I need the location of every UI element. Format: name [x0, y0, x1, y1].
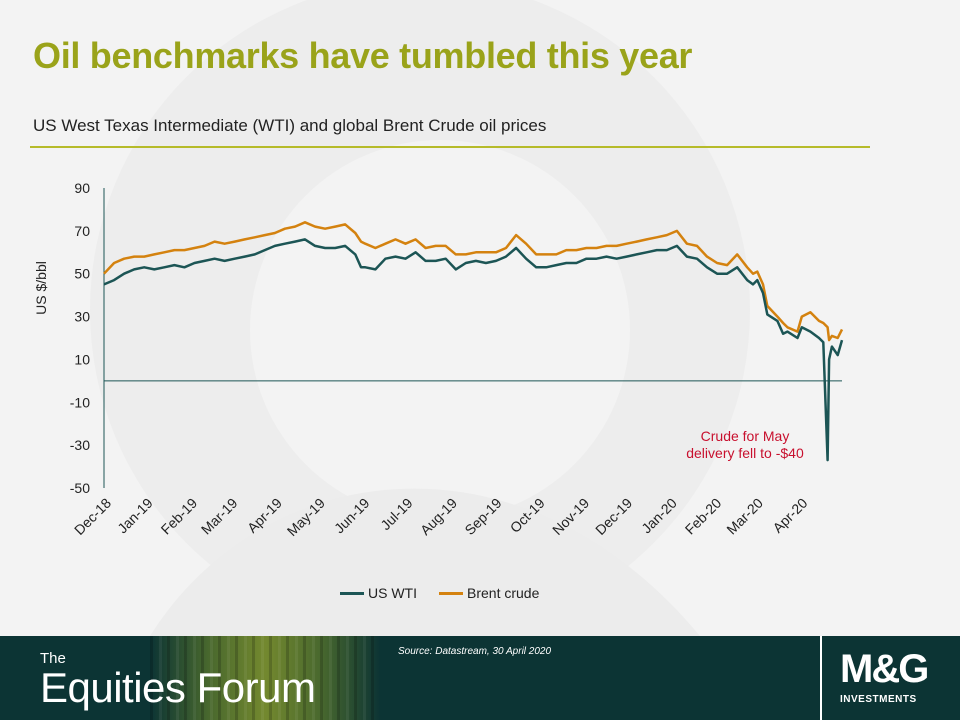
x-tick-label: Feb-20 — [682, 495, 725, 538]
legend-label-brent: Brent crude — [467, 585, 540, 601]
chart-subtitle: US West Texas Intermediate (WTI) and glo… — [33, 116, 547, 135]
series-line-wti — [103, 238, 844, 462]
x-tick-label: Oct-19 — [507, 495, 548, 536]
x-tick-label: Mar-19 — [198, 495, 241, 538]
x-tick-label: Jul-19 — [377, 495, 415, 533]
x-tick-label: Sep-19 — [461, 495, 504, 538]
y-tick-label: 70 — [74, 223, 90, 239]
x-tick-label: Apr-19 — [244, 495, 285, 536]
legend-item-wti: US WTI — [340, 585, 417, 601]
y-tick-label: -50 — [70, 480, 90, 496]
y-tick-label: -10 — [70, 394, 90, 410]
x-tick-label: Dec-19 — [592, 495, 635, 538]
company-logo-text: M&G — [840, 647, 929, 691]
x-tick-label: Mar-20 — [723, 495, 766, 538]
company-logo: M&G INVESTMENTS — [820, 636, 960, 720]
oil-price-chart: 90 70 50 30 10 -10 -30 -50 US $/bbl Dec-18 Jan-1… — [33, 180, 844, 539]
footer-banner: The Equities Forum Source: Datastream, 3… — [0, 636, 960, 720]
y-tick-label: 50 — [74, 266, 90, 282]
chart-legend: US WTI Brent crude — [340, 585, 561, 601]
series-layer — [103, 221, 844, 462]
brand-name: Equities Forum — [40, 664, 316, 711]
annotation-line-2: delivery fell to -$40 — [686, 445, 804, 461]
x-tick-label: Dec-18 — [71, 495, 114, 538]
background-watermark — [0, 0, 960, 636]
x-tick-label: Feb-19 — [158, 495, 201, 538]
legend-swatch-wti — [340, 591, 364, 595]
legend-item-brent: Brent crude — [439, 585, 539, 601]
footer-stripes-texture — [150, 636, 380, 720]
x-tick-label: Apr-20 — [769, 495, 810, 536]
y-tick-label: 90 — [74, 180, 90, 196]
y-axis-label: US $/bbl — [33, 261, 49, 315]
series-line-brent — [103, 221, 844, 342]
footer-stripes — [150, 636, 380, 720]
y-tick-label: -30 — [70, 437, 90, 453]
x-tick-label: Nov-19 — [549, 495, 592, 538]
x-tick-label: May-19 — [284, 495, 328, 539]
x-tick-label: Jan-19 — [114, 495, 156, 537]
y-tick-label: 10 — [74, 351, 90, 367]
x-tick-label: Jan-20 — [638, 495, 680, 537]
source-note: Source: Datastream, 30 April 2020 — [398, 646, 552, 657]
company-logo-subtext: INVESTMENTS — [840, 694, 917, 705]
annotation-line-1: Crude for May — [700, 428, 790, 444]
x-tick-label: Aug-19 — [417, 495, 460, 538]
x-tick-label: Jun-19 — [331, 495, 373, 537]
legend-swatch-brent — [439, 591, 463, 595]
annotation-note: Crude for May delivery fell to -$40 — [660, 428, 830, 462]
brand-prefix: The — [40, 650, 66, 667]
y-tick-label: 30 — [74, 309, 90, 325]
title-divider — [30, 146, 870, 148]
legend-label-wti: US WTI — [368, 585, 417, 601]
y-axis: 90 70 50 30 10 -10 -30 -50 — [70, 180, 90, 496]
page-title: Oil benchmarks have tumbled this year — [33, 35, 693, 76]
